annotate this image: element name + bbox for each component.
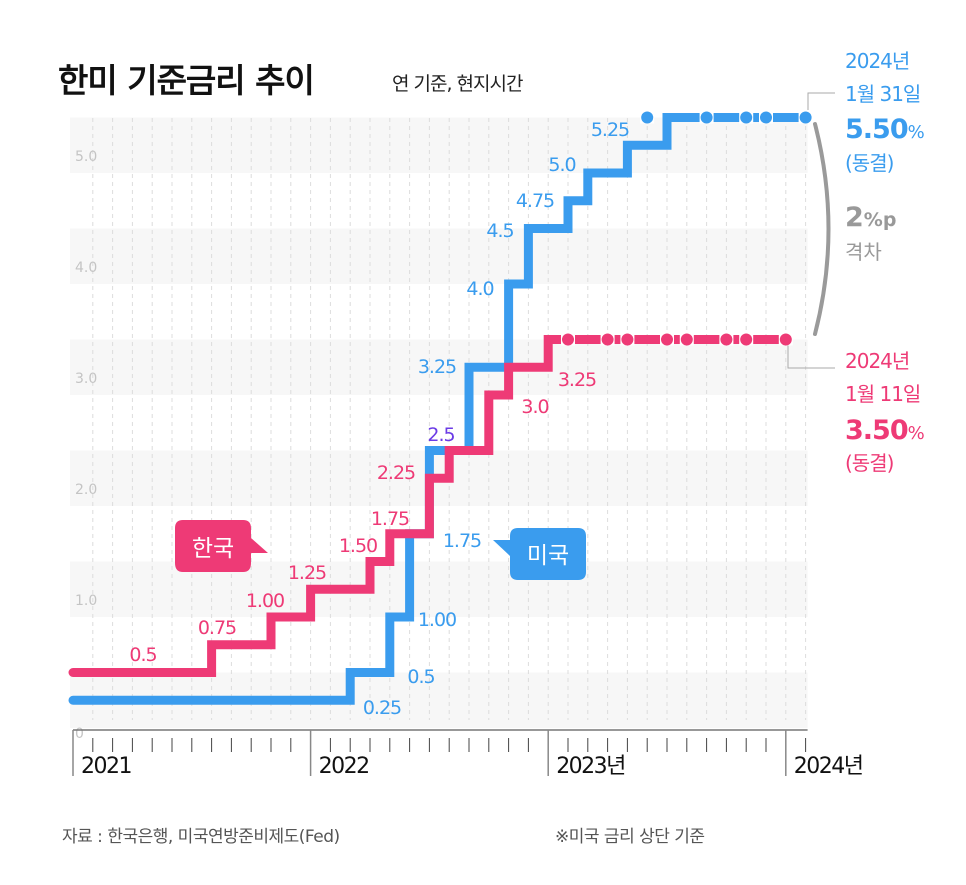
y-tick-label: 1.0: [75, 593, 97, 609]
data-label: 1.75: [371, 508, 409, 530]
series-line-us: [68, 113, 811, 705]
data-label: 1.25: [288, 562, 326, 584]
chart-title: 한미 기준금리 추이: [58, 61, 314, 100]
data-label: 4.5: [486, 220, 513, 242]
data-label: 1.75: [443, 530, 481, 552]
legend-korea-label: 한국: [192, 536, 234, 562]
korea-annot-date: 2024년: [845, 349, 909, 373]
korea-annotation: 2024년 1월 11일 3.50% (동결): [845, 349, 926, 475]
series-line-korea: [68, 335, 791, 677]
y-axis-ticks: 0 1.0 2.0 3.0 4.0 5.0: [75, 149, 97, 742]
data-label: 4.75: [516, 190, 554, 212]
legend-us-label: 미국: [527, 543, 569, 569]
data-label: 2.5: [427, 424, 454, 446]
hold-meeting-dot: [621, 333, 634, 346]
data-label: 3.25: [558, 369, 596, 391]
us-leader-line: [807, 92, 835, 110]
us-annot-status: (동결): [845, 151, 894, 175]
gap-annotation: 2%p 격차: [845, 202, 896, 264]
x-tick-label: 2023년: [556, 754, 625, 779]
data-labels: 0.50.751.001.251.501.752.252.53.03.250.2…: [129, 119, 630, 719]
y-tick-label: 5.0: [75, 149, 97, 165]
grid-band: [70, 228, 808, 284]
y-tick-label: 2.0: [75, 482, 97, 498]
source-note: 자료 : 한국은행, 미국연방준비제도(Fed): [62, 827, 340, 847]
gap-value: 2%p: [845, 202, 896, 233]
us-annotation: 2024년 1월 31일 5.50% (동결): [845, 49, 926, 175]
data-label: 0.5: [407, 666, 434, 688]
legend-korea: 한국: [175, 520, 268, 572]
chart-subtitle: 연 기준, 현지시간: [392, 73, 523, 95]
data-label: 5.0: [548, 154, 575, 176]
hold-meeting-dot: [680, 333, 693, 346]
hold-meeting-dot: [740, 333, 753, 346]
data-label: 1.50: [339, 535, 377, 557]
grid-band: [70, 117, 808, 173]
data-label: 1.00: [418, 609, 456, 631]
grid-bands: [70, 117, 808, 728]
footnote: ※미국 금리 상단 기준: [555, 827, 705, 847]
hold-meeting-dot: [779, 333, 792, 346]
us-annot-day: 1월 31일: [845, 82, 920, 106]
us-annot-rate: 5.50%: [845, 114, 925, 145]
us-annot-date: 2024년: [845, 49, 909, 73]
y-tick-label: 0: [75, 726, 84, 742]
grid-band: [70, 339, 808, 395]
x-tick-label: 2024년: [794, 754, 863, 779]
series-lines: [68, 111, 813, 705]
data-label: 3.0: [521, 396, 548, 418]
hold-meeting-dot: [740, 111, 753, 124]
hold-meeting-dot: [760, 111, 772, 124]
hold-meeting-dot: [720, 333, 733, 346]
legend-us: 미국: [493, 528, 586, 580]
x-tick-label: 2021: [81, 754, 131, 779]
data-label: 1.00: [246, 590, 284, 612]
korea-annot-rate: 3.50%: [845, 415, 925, 446]
hold-meeting-dot: [641, 111, 654, 124]
hold-meeting-dot: [700, 111, 713, 124]
hold-meeting-dot: [601, 333, 614, 346]
data-label: 0.5: [129, 644, 156, 666]
y-tick-label: 4.0: [75, 260, 97, 276]
hold-meeting-dot: [562, 333, 574, 346]
data-label: 0.25: [363, 697, 401, 719]
data-label: 4.0: [466, 278, 493, 300]
korea-annot-status: (동결): [845, 451, 894, 475]
y-tick-label: 3.0: [75, 371, 97, 387]
korea-leader-line: [787, 345, 835, 369]
gap-bracket: [813, 122, 831, 336]
x-axis: 2021 2022 2023년 2024년: [72, 729, 864, 779]
hold-meeting-dot: [799, 111, 812, 124]
gap-label: 격차: [845, 240, 882, 264]
data-label: 5.25: [591, 119, 629, 141]
hold-meeting-dot: [661, 333, 673, 346]
x-tick-label: 2022: [319, 754, 369, 779]
data-label: 3.25: [418, 356, 456, 378]
data-label: 0.75: [198, 617, 236, 639]
data-label: 2.25: [377, 462, 415, 484]
korea-annot-day: 1월 11일: [845, 382, 920, 406]
